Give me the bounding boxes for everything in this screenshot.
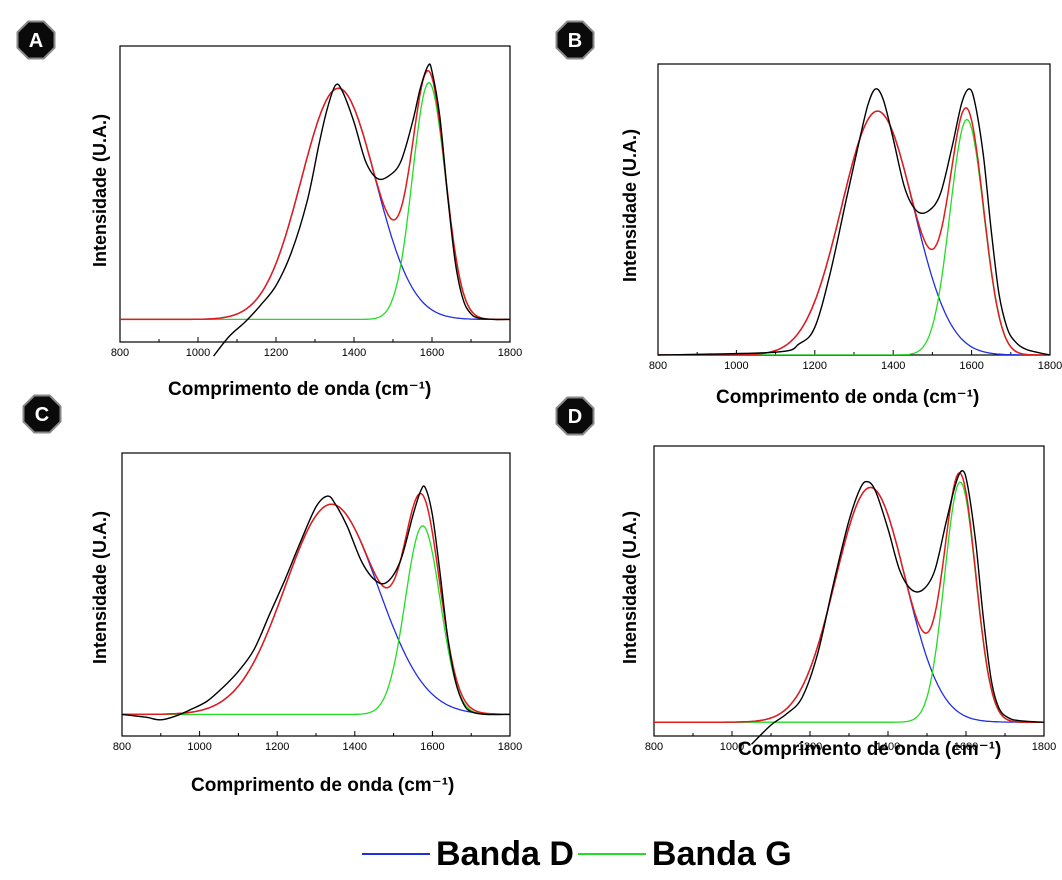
fit-curve: [654, 471, 1044, 723]
experimental-curve: [213, 63, 511, 357]
band-g-curve: [654, 481, 1044, 723]
band-g-curve: [122, 525, 510, 716]
x-tick-label: 800: [645, 741, 663, 753]
x-axis-label: Comprimento de onda (cm⁻¹): [716, 387, 980, 408]
y-axis-label: Intensidade (U.A.): [89, 113, 110, 267]
panel-badge-a: A: [16, 20, 56, 60]
x-tick-label: 1400: [876, 741, 900, 753]
legend-line-band-g: [577, 853, 646, 855]
panel-badge-d: D: [555, 396, 595, 436]
y-axis-label: Intensidade (U.A.): [619, 128, 640, 282]
fit-curve: [120, 69, 510, 321]
x-tick-label: 1200: [803, 360, 827, 372]
raman-chart-d: 800 1000 1200 1400 1600 1800: [645, 445, 1056, 753]
x-tick-label: 1000: [724, 360, 748, 372]
panel-letter: C: [35, 404, 49, 426]
panel-letter: B: [568, 30, 582, 52]
x-tick-label: 1000: [187, 741, 211, 753]
x-tick-label: 1800: [498, 347, 522, 359]
x-tick-label: 1000: [186, 347, 210, 359]
plot-frame: [657, 63, 1051, 356]
band-g-curve: [120, 81, 510, 321]
fit-curve: [658, 107, 1050, 355]
x-tick-label: 1600: [959, 360, 983, 372]
panel-badge-b: B: [555, 20, 595, 60]
x-tick-label: 1200: [798, 741, 822, 753]
x-tick-label: 1800: [1038, 360, 1062, 372]
x-tick-label: 1200: [265, 741, 289, 753]
legend: Banda D Banda G: [362, 830, 796, 878]
panel-letter: A: [29, 30, 43, 52]
x-tick-label: 1400: [343, 741, 367, 753]
raman-chart-b: 800 1000 1200 1400 1600 1800: [649, 63, 1062, 372]
x-tick-label: 1200: [264, 347, 288, 359]
x-tick-label: 1800: [1032, 741, 1056, 753]
panel-badge-c: C: [22, 394, 62, 434]
plot-frame: [121, 452, 511, 737]
y-axis-label: Intensidade (U.A.): [619, 510, 640, 664]
raman-chart-a: 800 1000 1200 1400 1600 1800: [111, 45, 522, 359]
legend-label-band-d: Banda D: [436, 834, 574, 873]
fit-curve: [122, 492, 510, 716]
experimental-curve: [121, 485, 511, 721]
band-d-curve: [122, 503, 510, 716]
x-axis-label: Comprimento de onda (cm⁻¹): [738, 739, 1002, 760]
legend-line-band-d: [362, 853, 430, 855]
x-tick-label: 1600: [420, 741, 444, 753]
x-tick-label: 1600: [420, 347, 444, 359]
x-tick-label: 1400: [342, 347, 366, 359]
x-tick-label: 800: [111, 347, 129, 359]
x-tick-label: 1400: [881, 360, 905, 372]
panel-letter: D: [568, 406, 582, 428]
experimental-curve: [751, 470, 1045, 745]
band-d-curve: [120, 87, 510, 321]
x-tick-label: 800: [113, 741, 131, 753]
raman-chart-c: 800 1000 1200 1400 1600 1800: [113, 452, 522, 753]
x-tick-label: 1800: [498, 741, 522, 753]
experimental-curve: [657, 88, 1051, 356]
band-g-curve: [658, 118, 1050, 355]
plot-frame: [119, 45, 511, 343]
x-axis-label: Comprimento de onda (cm⁻¹): [168, 379, 432, 400]
x-axis-label: Comprimento de onda (cm⁻¹): [191, 775, 455, 796]
legend-label-band-g: Banda G: [651, 834, 792, 873]
x-tick-label: 800: [649, 360, 667, 372]
plot-frame: [653, 445, 1045, 737]
x-tick-label: 1600: [954, 741, 978, 753]
y-axis-label: Intensidade (U.A.): [89, 510, 110, 664]
x-tick-label: 1000: [720, 741, 744, 753]
